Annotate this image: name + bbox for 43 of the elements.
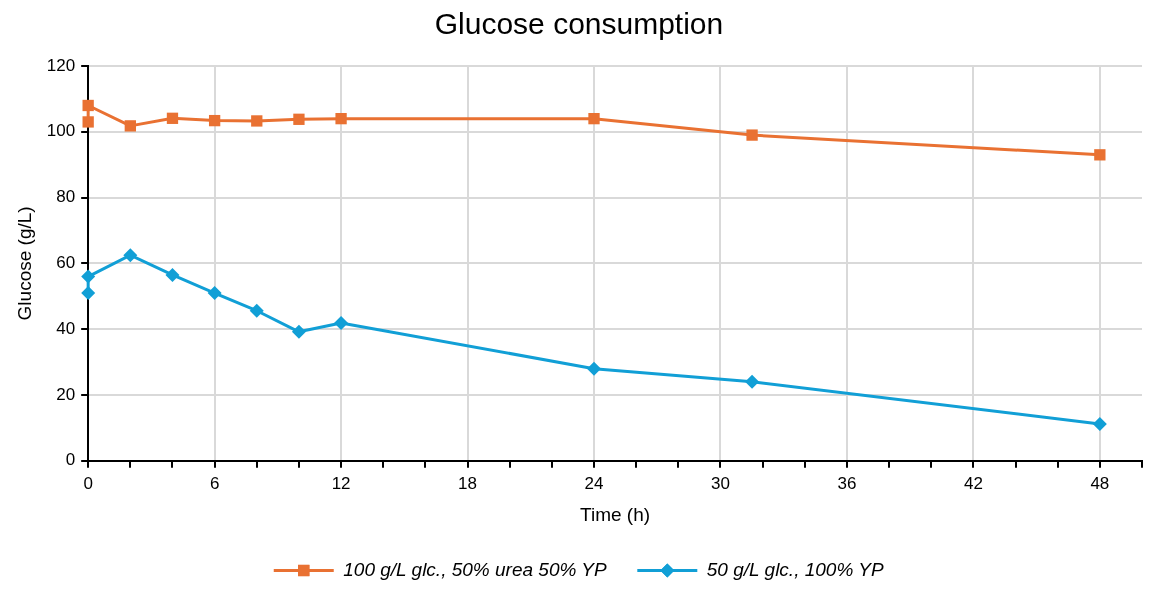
x-tick-label: 0	[83, 473, 93, 493]
point	[588, 112, 600, 125]
point	[1094, 149, 1106, 161]
y-tick-label: 80	[56, 187, 76, 207]
point	[82, 99, 94, 112]
x-tick-label: 42	[963, 473, 983, 493]
y-tick-label: 20	[56, 384, 76, 404]
x-axis-title: Time (h)	[580, 503, 651, 525]
x-tick-label: 30	[711, 473, 730, 493]
point	[334, 315, 349, 330]
y-tick-label: 60	[56, 253, 76, 273]
point	[587, 361, 602, 376]
point	[81, 269, 96, 284]
y-axis-title: Glucose (g/L)	[13, 206, 35, 321]
point	[249, 303, 264, 318]
chart-title: Glucose consumption	[434, 7, 724, 41]
y-tick-label: 120	[46, 55, 76, 75]
x-tick-label: 18	[458, 473, 478, 493]
point	[251, 115, 263, 127]
point	[291, 324, 306, 339]
legend-label: 100 g/L glc., 50% urea 50% YP	[343, 558, 607, 580]
x-tick-label: 6	[209, 473, 220, 493]
point	[207, 286, 222, 301]
point	[123, 248, 138, 263]
point	[293, 113, 305, 125]
point	[335, 112, 347, 125]
point	[208, 114, 221, 127]
point	[745, 374, 760, 389]
point	[1092, 416, 1107, 431]
point	[166, 112, 179, 124]
legend-label: 50 g/L glc., 100% YP	[706, 558, 884, 580]
y-tick-label: 100	[46, 121, 76, 141]
point	[124, 120, 136, 132]
y-tick-label: 40	[56, 318, 76, 338]
x-tick-label: 12	[331, 473, 351, 493]
x-tick-label: 36	[837, 473, 857, 493]
point	[82, 116, 94, 128]
x-tick-label: 24	[584, 473, 604, 493]
y-tick-label: 0	[65, 450, 76, 470]
x-tick-label: 48	[1090, 473, 1110, 493]
point	[746, 129, 758, 141]
point	[81, 286, 96, 301]
point	[165, 267, 180, 282]
